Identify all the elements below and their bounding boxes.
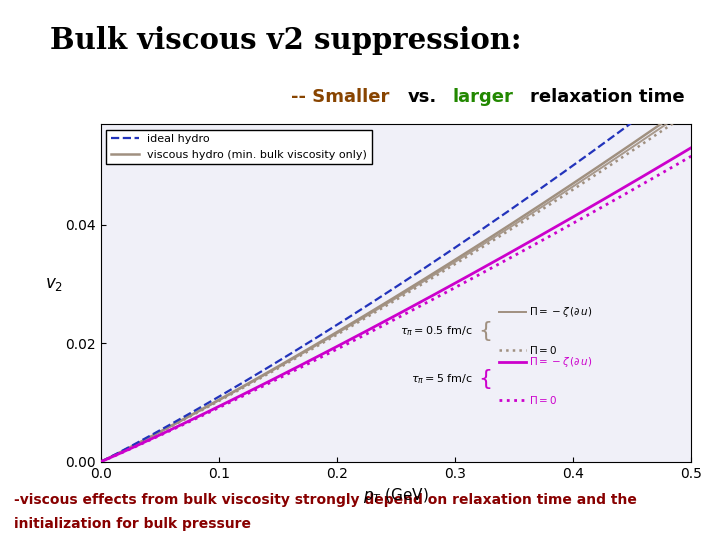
Text: $\Pi = 0$: $\Pi = 0$	[529, 345, 558, 356]
Text: $\tau_{\pi}= 5$ fm/c: $\tau_{\pi}= 5$ fm/c	[411, 372, 473, 386]
Text: Bulk viscous v2 suppression:: Bulk viscous v2 suppression:	[50, 25, 522, 55]
Text: $\{$: $\{$	[478, 320, 491, 343]
Text: -- Smaller: -- Smaller	[292, 88, 390, 106]
Text: relaxation time: relaxation time	[530, 88, 685, 106]
Legend: ideal hydro, viscous hydro (min. bulk viscosity only): ideal hydro, viscous hydro (min. bulk vi…	[107, 130, 372, 164]
Text: $\{$: $\{$	[478, 367, 491, 391]
Text: $\Pi = 0$: $\Pi = 0$	[529, 394, 558, 406]
Text: $\tau_{\pi}= 0.5$ fm/c: $\tau_{\pi}= 0.5$ fm/c	[400, 325, 473, 339]
Text: $\Pi = -\zeta\,(\partial\, u)$: $\Pi = -\zeta\,(\partial\, u)$	[529, 355, 593, 369]
Text: -viscous effects from bulk viscosity strongly depend on relaxation time and the: -viscous effects from bulk viscosity str…	[14, 492, 637, 507]
Text: vs.: vs.	[408, 88, 437, 106]
Text: $\Pi = -\zeta\,(\partial\, u)$: $\Pi = -\zeta\,(\partial\, u)$	[529, 306, 593, 320]
Text: larger: larger	[452, 88, 513, 106]
X-axis label: $p_T$ (GeV): $p_T$ (GeV)	[363, 486, 429, 505]
Text: initialization for bulk pressure: initialization for bulk pressure	[14, 517, 251, 531]
Y-axis label: $v_2$: $v_2$	[45, 275, 63, 293]
